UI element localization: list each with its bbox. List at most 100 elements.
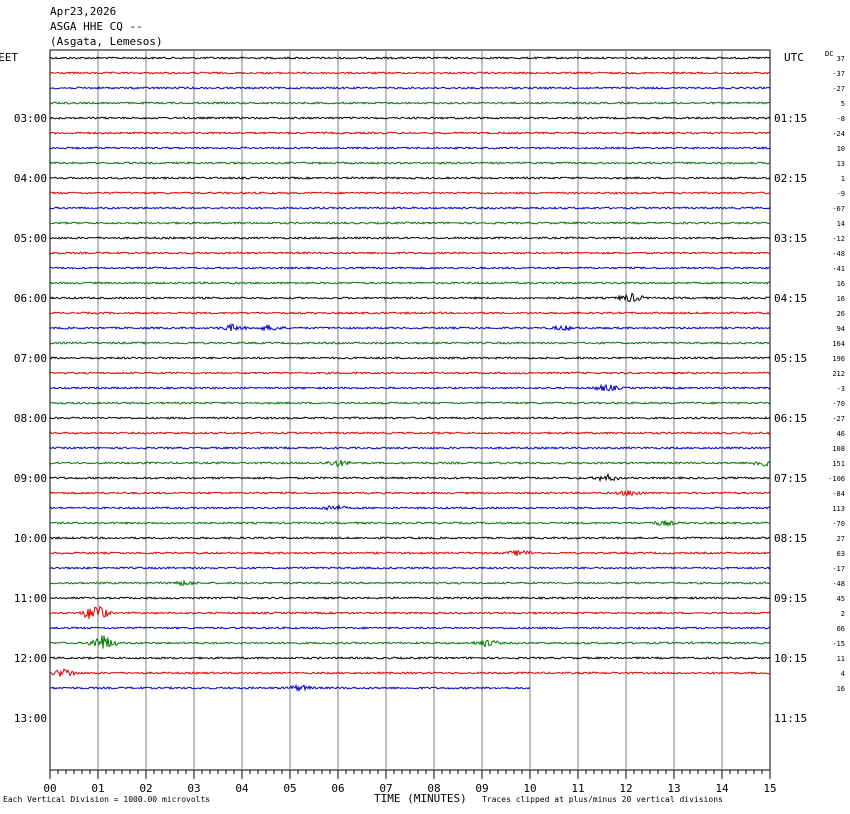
seismic-trace <box>49 536 770 540</box>
left-hour-label: 12:00 <box>14 652 47 665</box>
dc-offset-label: 11 <box>837 655 845 663</box>
seismic-trace <box>49 656 771 660</box>
dc-offset-label: -27 <box>832 415 845 423</box>
seismic-trace <box>49 371 771 375</box>
dc-offset-label: 26 <box>837 310 845 318</box>
seismic-trace <box>49 459 771 467</box>
seismic-trace <box>50 549 771 556</box>
dc-offset-label: 46 <box>837 430 845 438</box>
x-tick-label: 09 <box>475 782 488 795</box>
seismic-trace <box>49 472 771 483</box>
dc-offset-label: -41 <box>832 265 845 273</box>
dc-offset-label: -27 <box>832 85 845 93</box>
x-tick-label: 15 <box>763 782 776 795</box>
left-hour-label: 07:00 <box>14 352 47 365</box>
scale-note: Each Vertical Division = 1000.00 microvo… <box>3 795 211 804</box>
x-tick-label: 03 <box>187 782 200 795</box>
clip-note: Traces clipped at plus/minus 20 vertical… <box>482 795 723 804</box>
seismic-trace <box>49 341 770 345</box>
traces <box>49 56 771 693</box>
dc-offset-label: -3 <box>837 385 845 393</box>
left-timezone-label: EET <box>0 51 18 64</box>
seismic-trace <box>49 221 771 225</box>
seismic-trace <box>49 251 771 255</box>
dc-offset-label: 1 <box>841 175 845 183</box>
x-tick-label: 05 <box>283 782 296 795</box>
x-tick-label: 01 <box>91 782 104 795</box>
seismic-trace <box>49 579 771 587</box>
dc-offset-label: 4 <box>841 670 845 678</box>
seismic-trace <box>49 146 771 150</box>
x-tick-label: 08 <box>427 782 440 795</box>
right-hour-label: 04:15 <box>774 292 807 305</box>
seismic-trace <box>49 311 771 315</box>
right-hour-label: 08:15 <box>774 532 807 545</box>
dc-offset-label: 113 <box>832 505 845 513</box>
x-tick-label: 12 <box>619 782 632 795</box>
dc-offset-label: -106 <box>828 475 845 483</box>
dc-offset-label: -24 <box>832 130 845 138</box>
left-hour-label: 13:00 <box>14 712 47 725</box>
x-tick-label: 02 <box>139 782 152 795</box>
x-tick-label: 07 <box>379 782 392 795</box>
seismic-trace <box>49 431 771 435</box>
dc-offset-label: -70 <box>832 400 845 408</box>
seismic-trace <box>49 116 771 120</box>
x-tick-label: 00 <box>43 782 56 795</box>
seismic-trace <box>49 266 771 270</box>
dc-offset-label: 45 <box>837 595 845 603</box>
dc-offset-label: 94 <box>837 325 845 333</box>
grid <box>49 49 771 779</box>
seismic-trace <box>49 566 771 570</box>
left-hour-label: 05:00 <box>14 232 47 245</box>
left-hour-label: 09:00 <box>14 472 47 485</box>
dc-offset-label: -12 <box>832 235 845 243</box>
x-tick-label: 06 <box>331 782 344 795</box>
left-hour-label: 03:00 <box>14 112 47 125</box>
right-hour-label: 06:15 <box>774 412 807 425</box>
seismic-trace <box>49 281 771 285</box>
seismic-trace <box>49 356 771 360</box>
dc-offset-label: -8 <box>837 115 845 123</box>
x-tick-label: 11 <box>571 782 584 795</box>
seismic-trace <box>49 668 771 677</box>
left-hour-label: 08:00 <box>14 412 47 425</box>
right-hour-label: 10:15 <box>774 652 807 665</box>
seismic-trace <box>49 446 771 450</box>
dc-offset-label: 16 <box>837 280 845 288</box>
dc-offset-label: 37 <box>837 55 845 63</box>
seismic-trace <box>49 206 771 210</box>
seismic-trace <box>49 683 531 693</box>
x-tick-label: 13 <box>667 782 680 795</box>
right-timezone-label: UTC <box>784 51 804 64</box>
dc-offset-label: -17 <box>832 565 845 573</box>
seismic-trace <box>49 626 771 630</box>
seismic-trace <box>49 596 771 600</box>
dc-offset-label: 108 <box>832 445 845 453</box>
location-label: (Asgata, Lemesos) <box>50 35 163 48</box>
dc-offset-label: -15 <box>832 640 845 648</box>
dc-offset-label: -37 <box>832 70 845 78</box>
x-tick-label: 10 <box>523 782 536 795</box>
x-tick-label: 14 <box>715 782 729 795</box>
seismic-trace <box>49 236 771 240</box>
seismic-trace <box>49 520 771 527</box>
plot-frame <box>49 49 771 771</box>
right-hour-label: 01:15 <box>774 112 807 125</box>
dc-offset-label: 13 <box>837 160 845 168</box>
dc-offset-label: 151 <box>832 460 845 468</box>
seismic-trace <box>49 292 771 303</box>
dc-offset-label: -84 <box>832 490 845 498</box>
dc-offset-label: 196 <box>832 355 845 363</box>
seismic-trace <box>49 416 771 420</box>
dc-offset-label: 27 <box>837 535 845 543</box>
left-hour-label: 04:00 <box>14 172 47 185</box>
dc-offset-label: 16 <box>837 295 845 303</box>
dc-offset-label: 16 <box>837 685 845 693</box>
dc-offset-label: 5 <box>841 100 845 108</box>
seismic-trace <box>49 503 771 512</box>
left-hour-label: 10:00 <box>14 532 47 545</box>
seismic-trace <box>50 635 771 649</box>
